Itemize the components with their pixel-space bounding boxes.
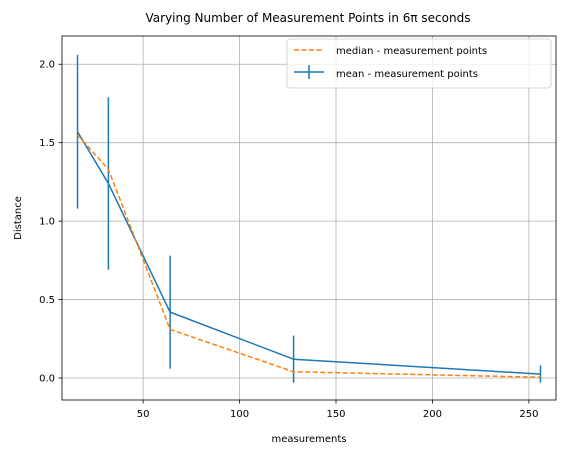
median-series-line [76,134,541,378]
x-axis-label: measurements [272,434,347,445]
y-tick-label: 0.5 [39,295,55,306]
x-tick-label: 100 [230,409,249,420]
ticks: 50 100 150 200 250 0.0 0.5 1.0 1.5 2.0 [39,60,538,420]
chart-title: Varying Number of Measurement Points in … [146,11,471,25]
legend: median - measurement points mean - measu… [286,38,552,89]
y-tick-label: 0.0 [39,374,55,385]
x-tick-label: 200 [423,409,442,420]
legend-mean-label: mean - measurement points [336,69,478,80]
legend-box [286,38,552,89]
legend-median-label: median - measurement points [336,46,487,57]
x-tick-label: 50 [137,409,150,420]
y-tick-label: 2.0 [39,60,55,71]
y-axis-label: Distance [13,196,24,240]
plot-frame [61,35,557,401]
x-tick-label: 150 [326,409,345,420]
y-tick-label: 1.5 [39,138,55,149]
y-tick-label: 1.0 [39,217,55,228]
x-tick-label: 250 [519,409,538,420]
series-layer [76,54,542,383]
